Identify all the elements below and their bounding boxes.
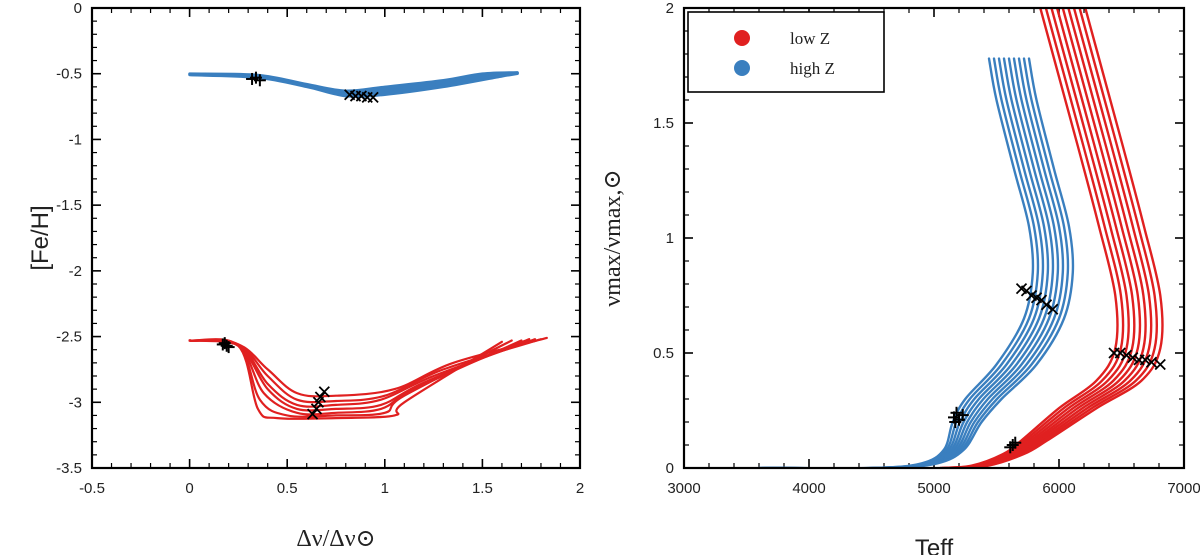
right-axes-frame (682, 6, 1186, 470)
left-x-marker-low-z (314, 391, 327, 403)
left-y-tick-label: -2.5 (56, 329, 82, 346)
left-x-tick-label: 1.5 (472, 480, 493, 497)
left-plus-marker-high-z (253, 74, 266, 87)
legend-box (687, 11, 885, 93)
left-plus-marker-high-z (246, 72, 259, 85)
right-x-marker-high-z (1040, 299, 1053, 311)
right-tick-labels: 3000 4000 5000 6000 7000 0 0.5 1 1.5 2 (653, 0, 1200, 497)
left-y-tick-label: -1 (69, 131, 82, 148)
left-y-tick-label: -1.5 (56, 197, 82, 214)
left-x-marker-low-z (306, 408, 319, 420)
legend-label-low-z: low Z (790, 29, 830, 48)
left-y-tick-label: -3 (69, 394, 82, 411)
left-y-tick-label: -2 (69, 263, 82, 280)
legend-marker-low-z (734, 30, 750, 46)
right-track-high-z-1 (759, 57, 1040, 468)
left-tick-labels: -0.5 0 0.5 1 1.5 2 0 -0.5 -1 -1.5 -2 -2.5 -3 -3.5 (56, 0, 584, 497)
right-plot-area (757, 8, 1166, 468)
right-track-high-z-7 (770, 57, 1070, 468)
left-axes-frame (90, 6, 582, 470)
right-y-tick-label: 0 (666, 460, 674, 477)
left-y-axis-label: [Fe/H] (27, 205, 54, 270)
right-track-high-z-5 (766, 57, 1060, 468)
left-y-tick-label: -3.5 (56, 460, 82, 477)
right-y-axis-label: νmax/νmax,⊙ (600, 169, 626, 306)
left-track-low-z-6 (188, 338, 503, 420)
right-y-tick-label: 2 (666, 0, 674, 17)
right-x-marker-low-z (1114, 347, 1126, 359)
right-plus-marker-high-z (956, 409, 969, 422)
right-track-low-z-8 (954, 8, 1164, 468)
right-x-tick-label: 6000 (1042, 480, 1075, 497)
left-x-tick-label: 2 (576, 480, 584, 497)
left-plot-area (188, 71, 548, 420)
right-x-tick-label: 7000 (1167, 480, 1200, 497)
left-plus-marker-low-z (220, 339, 233, 352)
left-x-tick-label: 0 (185, 480, 193, 497)
left-axis-ticks (91, 7, 581, 469)
right-x-tick-label: 5000 (917, 480, 950, 497)
left-x-axis-label: Δν/Δν⊙ (296, 526, 375, 552)
right-y-tick-label: 0.5 (653, 345, 674, 362)
left-x-tick-label: 1 (381, 480, 389, 497)
right-plus-marker-low-z (1006, 439, 1019, 451)
right-track-high-z-4 (764, 57, 1055, 468)
right-x-marker-low-z (1120, 349, 1133, 361)
right-x-marker-low-z (1145, 356, 1158, 368)
right-y-tick-label: 1.5 (653, 115, 674, 132)
right-plus-marker-high-z (950, 406, 963, 419)
left-x-tick-label: -0.5 (79, 480, 105, 497)
right-x-marker-low-z (1139, 354, 1151, 366)
right-panel: 3000 4000 5000 6000 7000 0 0.5 1 1.5 2 νmax/νmax,… (600, 0, 1200, 555)
right-x-tick-label: 4000 (792, 480, 825, 497)
right-x-tick-label: 3000 (667, 480, 700, 497)
left-plus-marker-low-z (218, 337, 231, 350)
right-plus-marker-low-z (1009, 436, 1022, 449)
right-x-marker-low-z (1154, 358, 1166, 371)
left-y-tick-label: 0 (74, 0, 82, 17)
right-plus-marker-high-z (949, 416, 962, 428)
left-x-tick-label: 0.5 (277, 480, 298, 497)
right-x-marker-high-z (1047, 303, 1059, 315)
left-y-tick-label: -0.5 (56, 66, 82, 83)
legend-label-high-z: high Z (790, 59, 835, 78)
legend: low Z high Z (687, 11, 885, 93)
left-x-marker-high-z (367, 91, 379, 104)
left-x-marker-low-z (318, 386, 330, 398)
right-y-tick-label: 1 (666, 230, 674, 247)
left-panel: -0.5 0 0.5 1 1.5 2 0 -0.5 -1 -1.5 -2 -2.5 -3 -3.5 [Fe… (27, 0, 584, 552)
right-track-high-z-0 (757, 57, 1035, 468)
right-x-axis-label: Teff (915, 535, 954, 555)
legend-marker-high-z (734, 60, 750, 76)
right-track-high-z-8 (771, 57, 1075, 468)
left-x-marker-low-z (310, 403, 323, 415)
right-track-high-z-6 (768, 57, 1065, 468)
right-x-marker-low-z (1127, 351, 1139, 364)
